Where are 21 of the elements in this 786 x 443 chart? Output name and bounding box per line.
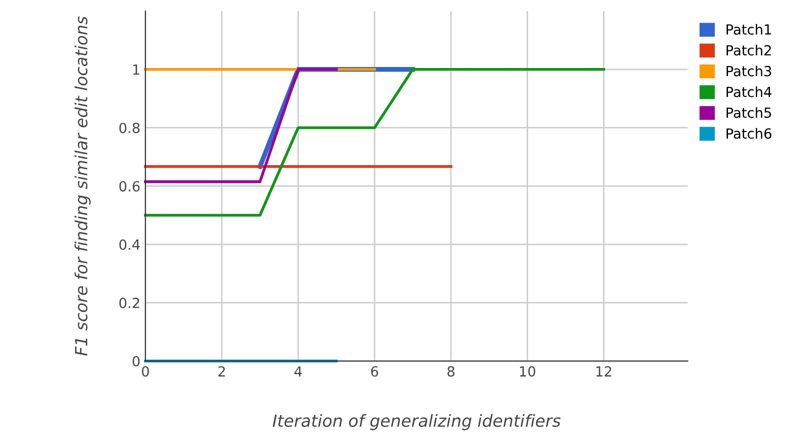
legend-label: Patch3: [726, 66, 772, 76]
x-tick-label: 8: [447, 366, 454, 377]
x-tick-label: 6: [371, 366, 378, 377]
x-tick-label: 0: [142, 366, 149, 377]
y-axis-title: F1 score for finding similar edit locations: [74, 16, 91, 356]
legend-label: Patch5: [726, 107, 772, 118]
x-tick-label: 10: [520, 366, 536, 377]
y-tick-label: 0.6: [119, 181, 140, 192]
x-axis-title: Iteration of generalizing identifiers: [272, 414, 561, 430]
x-tick-label: 2: [218, 366, 225, 376]
x-tick-label: 12: [596, 366, 612, 376]
y-tick-label: 0.4: [119, 239, 140, 250]
x-tick-label: 4: [294, 366, 302, 376]
legend-label: Patch2: [726, 44, 771, 56]
legend-label: Patch1: [726, 24, 771, 35]
y-tick-label: 0: [132, 356, 140, 367]
legend-label: Patch4: [726, 86, 772, 98]
y-tick-label: 0.8: [119, 122, 140, 134]
y-tick-label: 1: [133, 64, 140, 75]
y-tick-label: 0.2: [119, 298, 140, 308]
legend-label: Patch6: [726, 128, 772, 139]
